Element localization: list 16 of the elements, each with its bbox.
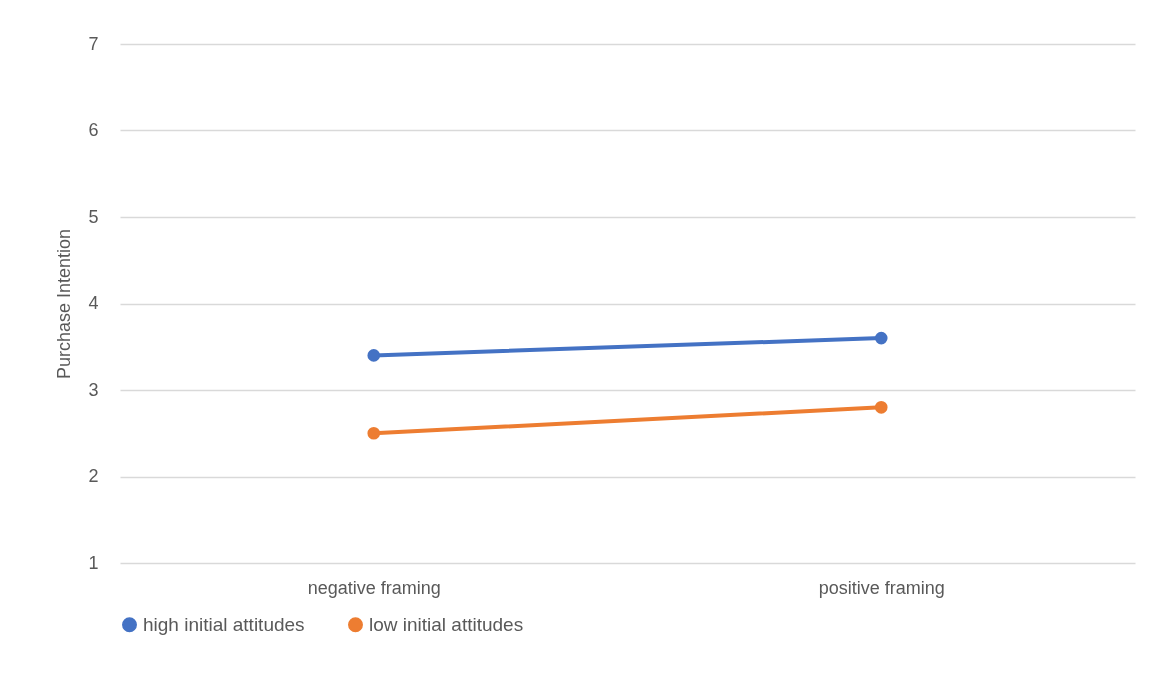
y-tick-label: 1 xyxy=(88,552,99,573)
y-axis-title: Purchase Intention xyxy=(54,228,75,380)
y-tick-label: 6 xyxy=(88,120,99,140)
y-tick-label: 7 xyxy=(88,33,99,54)
legend-label: low initial attitudes xyxy=(369,613,524,635)
point xyxy=(367,349,381,362)
legend-label: high initial attitudes xyxy=(143,613,305,635)
x-tick-label: negative framing xyxy=(307,577,441,598)
y-tick-label: 3 xyxy=(88,379,99,400)
y-tick-label: 2 xyxy=(88,466,99,486)
point xyxy=(367,426,381,440)
point xyxy=(874,400,888,414)
x-tick-label: positive framing xyxy=(818,577,945,598)
y-tick-label: 5 xyxy=(88,206,99,227)
point xyxy=(874,331,888,345)
y-tick-label: 4 xyxy=(88,293,99,313)
